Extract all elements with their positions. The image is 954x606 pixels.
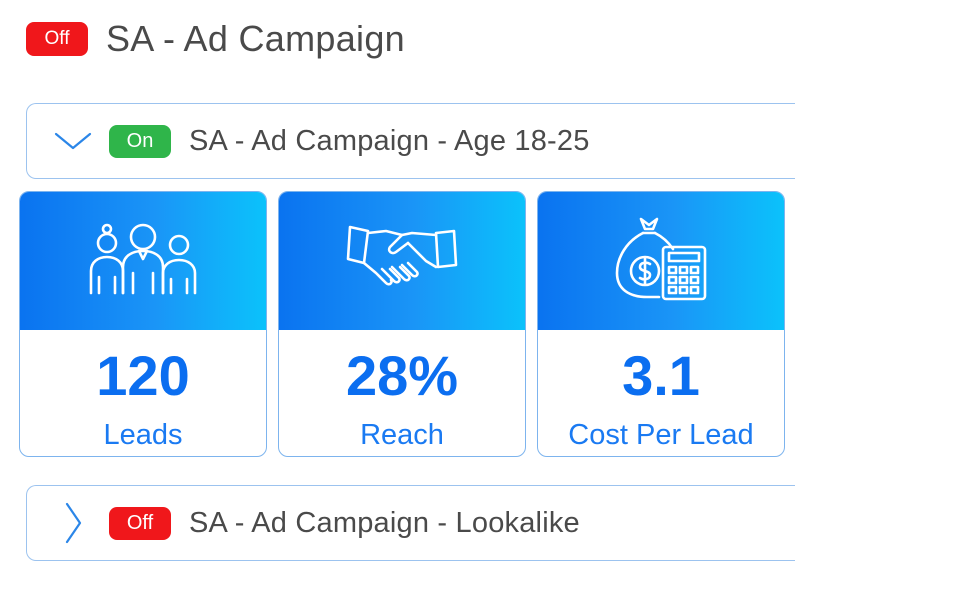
adset-row-lookalike[interactable]: Off SA - Ad Campaign - Lookalike — [26, 485, 795, 561]
people-group-icon — [87, 219, 199, 304]
metric-value: 120 — [96, 344, 190, 407]
handshake-icon — [346, 221, 458, 302]
adset-row-age-18-25[interactable]: On SA - Ad Campaign - Age 18-25 — [26, 103, 795, 179]
adset-status-toggle[interactable]: On — [109, 124, 171, 158]
metric-value: 28% — [345, 344, 459, 407]
metric-label: Reach — [360, 419, 444, 451]
chevron-down-icon[interactable] — [51, 119, 95, 163]
metric-card-header — [538, 192, 784, 330]
metric-card-header — [20, 192, 266, 330]
metric-label: Cost Per Lead — [568, 419, 754, 451]
metric-card-cost-per-lead: 3.1 Cost Per Lead — [537, 191, 785, 457]
metric-label: Leads — [103, 419, 183, 451]
adset-title: SA - Ad Campaign - Age 18-25 — [189, 124, 590, 157]
metric-value: 3.1 — [622, 344, 700, 407]
metric-card-reach: 28% Reach — [278, 191, 526, 457]
adset-status-toggle[interactable]: Off — [109, 506, 171, 540]
money-bag-calculator-icon — [613, 215, 709, 308]
chevron-right-icon[interactable] — [51, 501, 95, 545]
metric-card-header — [279, 192, 525, 330]
campaign-status-toggle[interactable]: Off — [26, 22, 88, 56]
metric-card-leads: 120 Leads — [19, 191, 267, 457]
campaign-title: SA - Ad Campaign — [106, 18, 405, 59]
adset-title: SA - Ad Campaign - Lookalike — [189, 506, 580, 539]
campaign-header: Off SA - Ad Campaign — [26, 14, 405, 64]
